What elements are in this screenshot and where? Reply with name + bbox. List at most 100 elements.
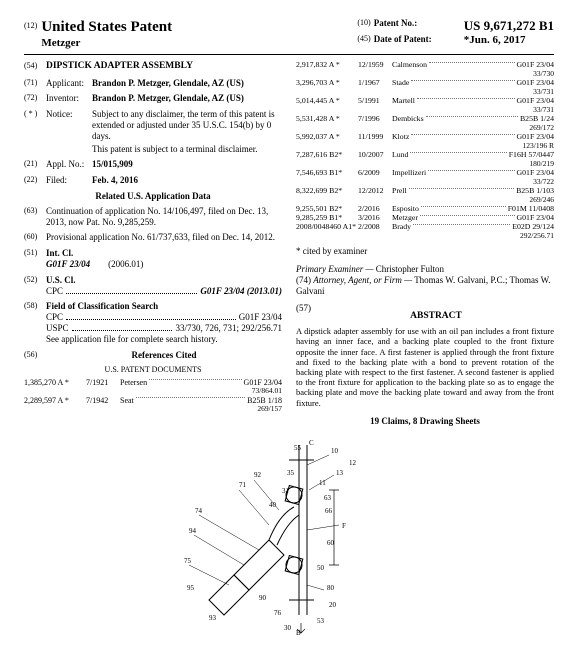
left-column: (54) DIPSTICK ADAPTER ASSEMBLY (71) Appl… [24, 61, 282, 426]
fig-label: 60 [327, 539, 335, 547]
field-num-56: (56) [24, 350, 46, 360]
citation-row: 3,296,703 A *1/1967StadeG01F 23/0433/731 [296, 79, 554, 96]
fcs-cpc-value: G01F 23/04 [239, 312, 282, 323]
fig-label: 94 [189, 527, 197, 535]
applicant-label: Applicant: [46, 78, 92, 89]
cpc-line: CPC G01F 23/04 (2013.01) [46, 286, 282, 297]
fcs-label: Field of Classification Search [46, 301, 158, 311]
dots-icon [421, 205, 506, 207]
fig-label: 92 [254, 471, 262, 479]
fig-label: 31 [282, 487, 290, 495]
examiner-row: Primary Examiner — Christopher Fulton [296, 264, 554, 275]
cit-subclass: 33/722 [296, 177, 554, 186]
claims-line: 19 Claims, 8 Drawing Sheets [296, 416, 554, 427]
fig-label: 13 [336, 469, 344, 477]
field-num-57: (57) [296, 303, 318, 326]
cit-date: 10/2007 [358, 151, 392, 160]
fig-label: 10 [331, 447, 339, 455]
appl-no-label: Appl. No.: [46, 159, 92, 170]
cit-name: Calmenson [392, 61, 427, 70]
examiner-value: Christopher Fulton [376, 264, 444, 274]
cpc-label: CPC [46, 286, 63, 297]
cit-patno: 2,917,832 A * [296, 61, 358, 70]
appl-no-text: 15/015,909 [92, 159, 133, 169]
abstract-header-row: (57) ABSTRACT [296, 303, 554, 326]
cit-date: 7/1921 [86, 378, 120, 387]
cpc-value: G01F 23/04 (2013.01) [200, 286, 282, 297]
field-num-54: (54) [24, 61, 46, 71]
field-num-74: (74) [296, 275, 311, 285]
patent-date-value: *Jun. 6, 2017 [464, 34, 526, 47]
fig-label: 76 [274, 609, 282, 617]
dots-icon [411, 133, 514, 135]
dots-icon [411, 79, 514, 81]
continuation-row: (63) Continuation of application No. 14/… [24, 206, 282, 228]
fig-label: 93 [209, 614, 217, 622]
cit-patno: 7,546,693 B1* [296, 169, 358, 178]
filed-label: Filed: [46, 175, 92, 186]
filed-value: Feb. 4, 2016 [92, 175, 282, 186]
notice-text-2: This patent is subject to a terminal dis… [92, 144, 282, 155]
cit-patno: 2,289,597 A * [24, 396, 86, 405]
cit-subclass: 292/256.71 [296, 231, 554, 240]
cit-patno: 2008/0048460 A1* [296, 223, 358, 232]
filed-row: (22) Filed: Feb. 4, 2016 [24, 175, 282, 186]
fig-label: 63 [324, 494, 332, 502]
cit-subclass: 123/196 R [296, 141, 554, 150]
fig-label: 11 [319, 479, 326, 487]
cit-subclass: 269/157 [24, 404, 282, 413]
cit-subclass: 33/731 [296, 87, 554, 96]
notice-text-1: Subject to any disclaimer, the term of t… [92, 109, 282, 141]
patent-no-value: US 9,671,272 B1 [464, 18, 554, 34]
fcs-block: Field of Classification Search CPC G01F … [46, 301, 282, 344]
abstract-text: A dipstick adapter assembly for use with… [296, 326, 554, 408]
continuation-text: Continuation of application No. 14/106,4… [46, 206, 282, 228]
cit-patno: 7,287,616 B2* [296, 151, 358, 160]
attorney-label: Attorney, Agent, or Firm — [313, 275, 412, 285]
dots-icon [417, 97, 515, 99]
dots-icon [420, 214, 515, 216]
fig-label: 40 [269, 501, 277, 509]
dots-icon [149, 378, 241, 380]
cit-name: Prell [392, 187, 407, 196]
fig-label: 90 [259, 594, 267, 602]
header-title: United States Patent [41, 18, 172, 36]
cit-subclass: 33/730 [296, 69, 554, 78]
examiner-label: Primary Examiner — [296, 264, 374, 274]
fig-label: 80 [327, 584, 335, 592]
cit-date: 2/2008 [358, 223, 392, 232]
cit-subclass: 73/864.01 [24, 386, 282, 395]
fig-label: 50 [317, 564, 325, 572]
fcs-cpc-line: CPC G01F 23/04 [46, 312, 282, 323]
citation-row: 5,531,428 A *7/1996DembicksB25B 1/24269/… [296, 115, 554, 132]
inventor-label: Inventor: [46, 93, 92, 104]
cit-name: Impellizeri [392, 169, 426, 178]
intcl-row: (51) Int. Cl. G01F 23/04 (2006.01) [24, 248, 282, 270]
fig-label: 53 [317, 617, 325, 625]
dots-icon [426, 115, 518, 117]
cit-name: Stade [392, 79, 409, 88]
fig-label: 66 [325, 507, 333, 515]
dots-icon [66, 292, 197, 294]
header-num-45: (45) [357, 34, 370, 47]
cit-name: Martell [392, 97, 415, 106]
appl-no-value: 15/015,909 [92, 159, 282, 170]
notice-row: ( * ) Notice: Subject to any disclaimer,… [24, 109, 282, 141]
dots-icon [136, 396, 245, 398]
cit-name: Seat [120, 396, 134, 405]
fig-label: 74 [195, 507, 203, 515]
cit-name: Brady [392, 223, 411, 232]
fig-label: F [342, 522, 346, 530]
intcl-year: (2006.01) [108, 259, 143, 269]
fcs-uspc-line: USPC 33/730, 726, 731; 292/256.71 [46, 323, 282, 334]
inventor-text: Brandon P. Metzger, Glendale, AZ (US) [92, 93, 244, 103]
uscl-label: U.S. Cl. [46, 275, 76, 285]
dots-icon [72, 329, 173, 331]
fcs-cpc-label: CPC [46, 312, 63, 323]
attorney-row: (74) Attorney, Agent, or Firm — Thomas W… [296, 275, 554, 297]
references-label: References Cited [46, 350, 282, 361]
intcl-label: Int. Cl. [46, 248, 73, 258]
fig-label: 75 [184, 557, 192, 565]
field-num-58: (58) [24, 301, 46, 311]
cit-date: 5/1991 [358, 97, 392, 106]
